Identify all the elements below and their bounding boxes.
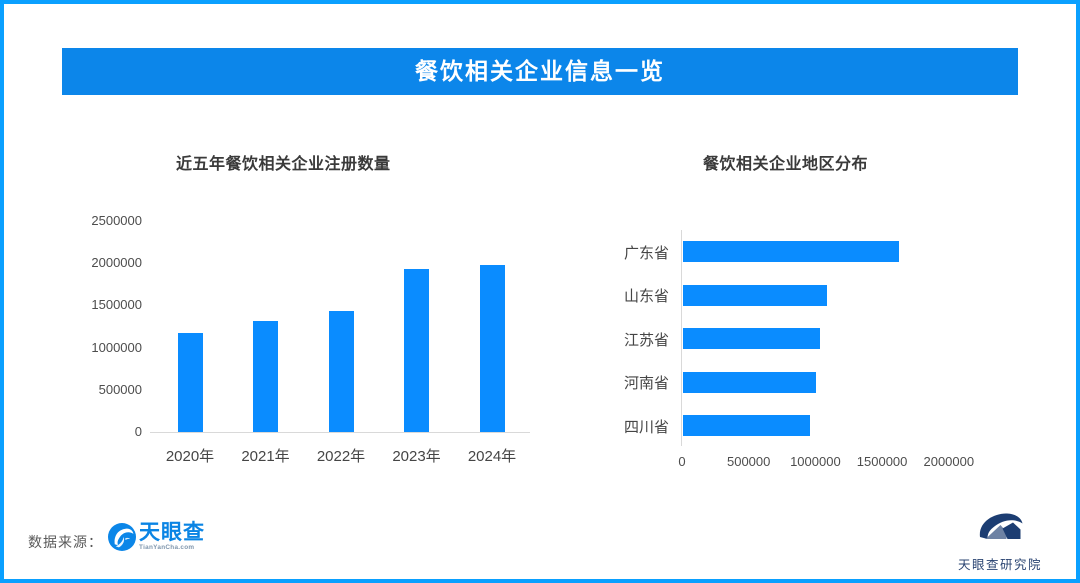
y-axis-tick-label: 0 bbox=[134, 424, 142, 439]
x-axis-category-label: 2020年 bbox=[165, 448, 215, 465]
tianyancha-logo-url: TianYanCha.com bbox=[139, 544, 195, 552]
y-axis-tick-label: 1500000 bbox=[91, 297, 142, 313]
y-axis-category-label: 山东省 bbox=[623, 288, 669, 306]
research-institute-logo-icon bbox=[979, 513, 1023, 539]
header-banner: 餐饮相关企业信息一览 bbox=[62, 48, 1018, 95]
y-axis-tick-label: 2000000 bbox=[91, 255, 142, 271]
y-axis-tick-label: 2500000 bbox=[91, 213, 142, 228]
regions-bar-chart: 广东省山东省江苏省河南省四川省 0 500000 1000000 1500000 2000… bbox=[624, 230, 974, 469]
bar-2022年 bbox=[328, 311, 354, 432]
y-axis-category-label: 河南省 bbox=[623, 375, 669, 393]
research-institute-logo: 天眼查研究院 bbox=[950, 508, 1050, 573]
x-axis-tick-label: 0 bbox=[678, 454, 686, 469]
y-axis-category-label: 四川省 bbox=[623, 418, 669, 436]
y-axis-category-label: 广东省 bbox=[623, 244, 669, 262]
registrations-bar-chart: 0 500000 1000000 1500000 2000000 2500000 2020年… bbox=[91, 213, 530, 465]
x-axis-category-label: 2021年 bbox=[241, 448, 290, 465]
y-axis-tick-label: 1000000 bbox=[91, 339, 142, 355]
x-axis-category-label: 2022年 bbox=[316, 448, 366, 465]
bar-2024年 bbox=[479, 264, 505, 432]
bar-四川省 bbox=[683, 415, 810, 437]
bar-2021年 bbox=[253, 320, 278, 432]
bar-山东省 bbox=[683, 284, 828, 306]
x-axis-category-label: 2024年 bbox=[467, 448, 517, 465]
research-institute-logo-text: 天眼查研究院 bbox=[957, 558, 1042, 572]
bar-广东省 bbox=[683, 241, 900, 262]
registrations-chart-title: 近五年餐饮相关企业注册数量 bbox=[176, 156, 391, 173]
data-source-label: 数据来源： bbox=[28, 534, 103, 550]
x-axis-category-label: 2023年 bbox=[392, 448, 441, 465]
x-axis-tick-label: 1000000 bbox=[790, 454, 841, 469]
regions-chart-title: 餐饮相关企业地区分布 bbox=[703, 156, 869, 173]
x-axis-tick-label: 500000 bbox=[726, 454, 771, 469]
tianyancha-logo-text: 天眼查 bbox=[139, 521, 205, 544]
tianyancha-logo-icon bbox=[108, 523, 136, 551]
bar-河南省 bbox=[683, 371, 817, 393]
y-axis-category-label: 江苏省 bbox=[623, 331, 669, 349]
bar-江苏省 bbox=[683, 328, 821, 350]
y-axis-tick-label: 500000 bbox=[98, 381, 142, 397]
tianyancha-logo: 天眼查 TianYanCha.com bbox=[108, 521, 234, 556]
bar-2020年 bbox=[177, 333, 203, 432]
x-axis-tick-label: 1500000 bbox=[856, 454, 908, 469]
x-axis-tick-label: 2000000 bbox=[923, 454, 975, 469]
bar-2023年 bbox=[404, 269, 429, 432]
page-title: 餐饮相关企业信息一览 bbox=[415, 58, 665, 84]
